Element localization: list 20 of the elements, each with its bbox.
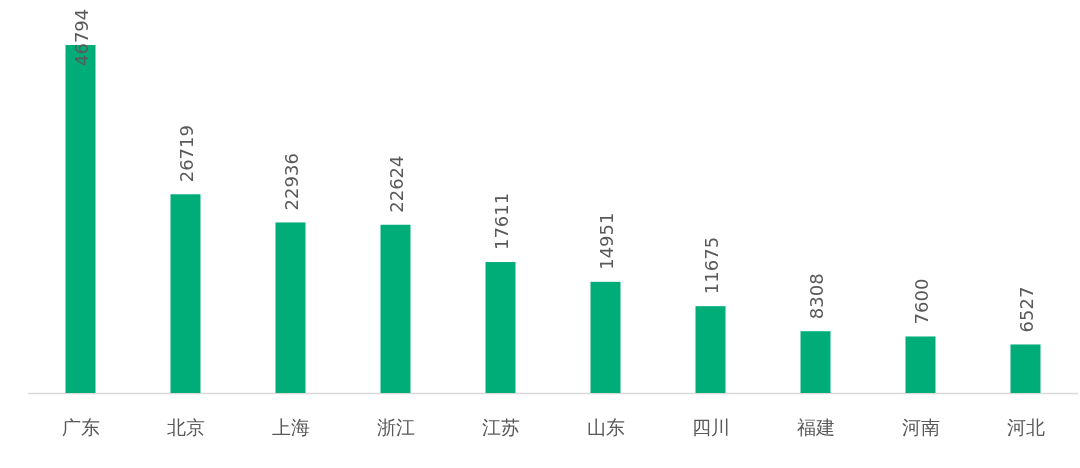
x-tick-label: 浙江 [376,416,415,438]
x-tick-label: 山东 [586,416,625,438]
data-label: 8308 [805,273,827,320]
data-label: 22624 [385,155,407,213]
data-label: 46794 [70,8,92,66]
data-label: 14951 [595,212,617,270]
x-tick-label: 四川 [691,416,730,438]
x-tick-label: 广东 [61,416,100,438]
data-label: 11675 [700,236,722,295]
data-label: 22936 [280,153,302,211]
x-tick-label: 江苏 [481,416,520,438]
data-label: 6527 [1015,286,1037,333]
data-label: 17611 [490,192,512,251]
x-tick-label: 河北 [1006,416,1045,438]
x-tick-label: 福建 [796,416,835,438]
x-tick-label: 河南 [901,416,940,438]
x-tick-label: 北京 [166,416,205,438]
x-tick-label: 上海 [271,416,310,438]
data-label: 26719 [175,125,197,183]
data-label: 7600 [910,278,932,325]
